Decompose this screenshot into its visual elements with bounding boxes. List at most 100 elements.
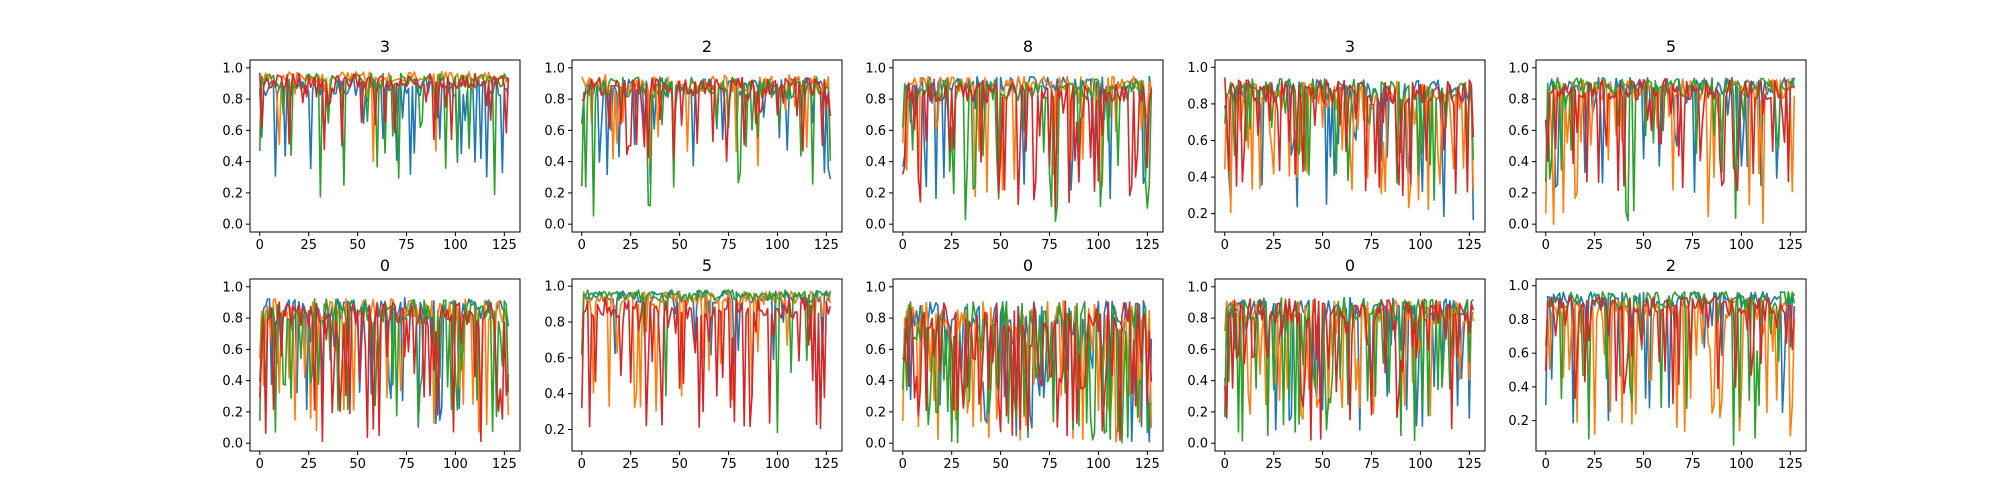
x-tick-label: 0 [899, 238, 907, 253]
y-tick-label: 0.4 [544, 387, 565, 402]
x-tick-label: 50 [671, 238, 688, 253]
x-tick-label: 50 [349, 238, 366, 253]
y-tick-label: 0.0 [1508, 218, 1529, 233]
x-tick-label: 125 [814, 457, 839, 472]
plot-area [259, 70, 510, 198]
x-tick-label: 125 [1778, 238, 1803, 253]
series-line-3 [1224, 78, 1475, 201]
y-tick-label: 0.2 [1187, 405, 1208, 420]
y-tick-label: 0.8 [544, 93, 565, 108]
x-tick-label: 50 [1314, 238, 1331, 253]
y-tick-label: 0.0 [865, 218, 886, 233]
series-line-4 [902, 80, 1153, 210]
y-tick-label: 0.2 [544, 423, 565, 438]
x-tick-label: 125 [1135, 238, 1160, 253]
x-tick-label: 25 [300, 238, 317, 253]
x-tick-label: 100 [1086, 457, 1111, 472]
y-tick-label: 1.0 [222, 61, 243, 76]
y-tick-label: 0.6 [222, 124, 243, 139]
y-tick-label: 0.2 [1508, 186, 1529, 201]
axes-frame [1214, 59, 1486, 233]
x-tick-label: 50 [992, 457, 1009, 472]
axes-frame [1535, 278, 1807, 452]
x-tick-label: 75 [398, 457, 415, 472]
y-tick-label: 0.4 [1187, 171, 1208, 186]
subplot-title: 2 [702, 37, 712, 56]
y-tick-label: 0.0 [222, 437, 243, 452]
y-tick-label: 0.0 [544, 218, 565, 233]
series-line-4 [581, 296, 832, 430]
y-tick-label: 0.4 [1508, 155, 1529, 170]
y-tick-label: 0.2 [544, 186, 565, 201]
y-tick-label: 0.2 [1508, 414, 1529, 429]
y-tick-label: 0.0 [865, 437, 886, 452]
x-tick-label: 100 [1408, 238, 1433, 253]
plot-area [1545, 290, 1796, 446]
y-tick-label: 0.4 [1508, 380, 1529, 395]
x-tick-label: 50 [1635, 457, 1652, 472]
x-tick-label: 75 [720, 457, 737, 472]
x-tick-label: 100 [443, 457, 468, 472]
y-tick-label: 0.8 [1187, 97, 1208, 112]
x-tick-label: 25 [1265, 457, 1282, 472]
y-tick-label: 1.0 [1508, 61, 1529, 76]
x-tick-label: 0 [578, 457, 586, 472]
x-tick-label: 75 [1684, 457, 1701, 472]
plot-area [581, 289, 832, 434]
axes-frame [892, 59, 1164, 233]
y-tick-label: 0.8 [222, 312, 243, 327]
y-tick-label: 0.2 [222, 405, 243, 420]
x-tick-label: 100 [765, 457, 790, 472]
x-tick-label: 75 [1684, 238, 1701, 253]
subplot-2: 2 0 25 50 75 100 125 0.0 0.2 0.4 0.6 0.8 1.0 [544, 37, 843, 253]
y-tick-label: 0.2 [865, 405, 886, 420]
y-tick-label: 0.6 [1187, 343, 1208, 358]
y-tick-label: 0.8 [1187, 312, 1208, 327]
x-tick-label: 125 [492, 457, 517, 472]
subplot-title: 3 [1345, 37, 1355, 56]
x-tick-label: 25 [1586, 457, 1603, 472]
x-tick-label: 75 [1363, 238, 1380, 253]
subplot-9: 0 0 25 50 75 100 125 0.0 0.2 0.4 0.6 0.8 1.0 [1187, 256, 1486, 472]
y-tick-label: 1.0 [544, 280, 565, 295]
subplot-title: 0 [1023, 256, 1033, 275]
x-tick-label: 25 [622, 238, 639, 253]
x-tick-label: 125 [1457, 457, 1482, 472]
x-tick-label: 100 [1729, 238, 1754, 253]
x-tick-label: 100 [765, 238, 790, 253]
x-tick-label: 25 [622, 457, 639, 472]
axes-frame [571, 278, 843, 452]
y-tick-label: 0.0 [1187, 437, 1208, 452]
x-tick-label: 50 [349, 457, 366, 472]
x-tick-label: 125 [492, 238, 517, 253]
axes-frame [571, 59, 843, 233]
y-tick-label: 0.2 [865, 186, 886, 201]
y-tick-label: 1.0 [1187, 280, 1208, 295]
x-tick-label: 50 [1635, 238, 1652, 253]
subplot-title: 5 [702, 256, 712, 275]
y-tick-label: 1.0 [1508, 279, 1529, 294]
y-tick-label: 1.0 [1187, 61, 1208, 76]
series-line-4 [259, 72, 510, 151]
y-tick-label: 0.4 [865, 155, 886, 170]
subplot-title: 5 [1666, 37, 1676, 56]
y-tick-label: 1.0 [222, 280, 243, 295]
subplot-1: 3 0 25 50 75 100 125 0.0 0.2 0.4 0.6 0.8 1.0 [222, 37, 521, 253]
subplot-title: 0 [380, 256, 390, 275]
y-tick-label: 0.4 [222, 374, 243, 389]
y-tick-label: 0.2 [1187, 207, 1208, 222]
x-tick-label: 125 [1135, 457, 1160, 472]
series-line-4 [1545, 295, 1796, 405]
x-tick-label: 25 [943, 238, 960, 253]
x-tick-label: 75 [720, 238, 737, 253]
subplot-title: 2 [1666, 256, 1676, 275]
x-tick-label: 50 [992, 238, 1009, 253]
axes-frame [249, 59, 521, 233]
y-tick-label: 0.8 [544, 316, 565, 331]
x-tick-label: 25 [300, 457, 317, 472]
x-tick-label: 100 [1408, 457, 1433, 472]
x-tick-label: 0 [256, 238, 264, 253]
y-tick-label: 1.0 [865, 280, 886, 295]
